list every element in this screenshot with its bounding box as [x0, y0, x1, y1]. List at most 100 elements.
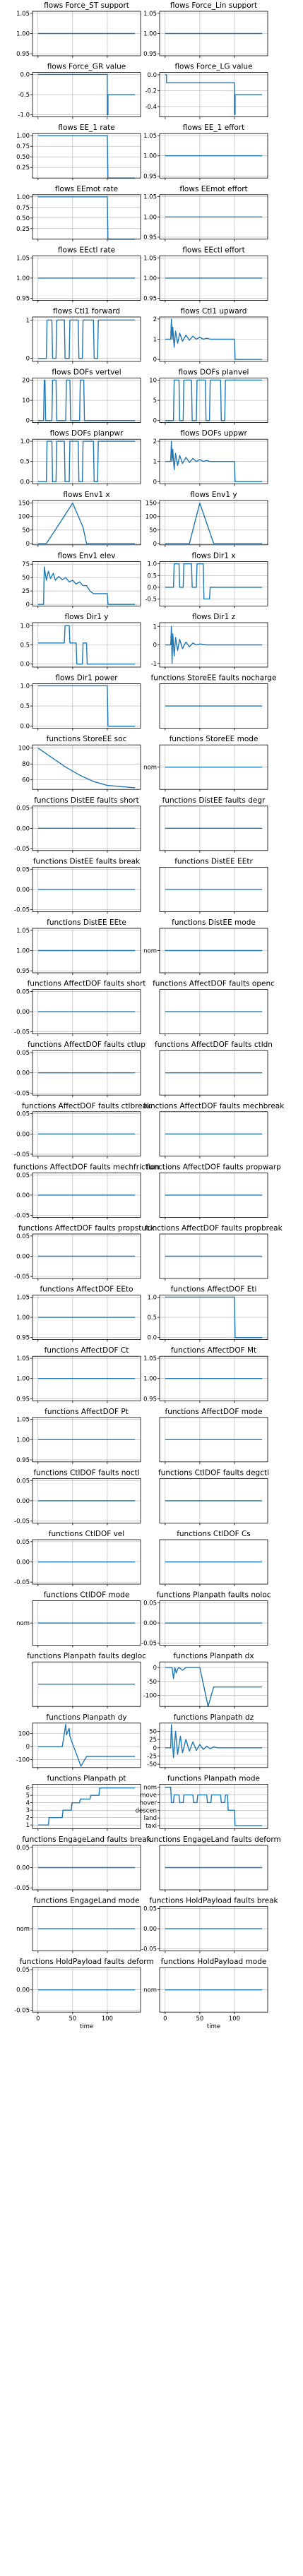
series-line [165, 74, 263, 115]
chart-panel: functions Planpath faults noloc -0.05 0.00… [141, 1591, 271, 1648]
y-tick-label: 0.00 [16, 1559, 30, 1566]
y-tick-label: 1.05 [16, 1294, 30, 1301]
y-tick-label: 1.00 [143, 1376, 157, 1383]
chart-title: functions AffectDOF Ct [44, 1346, 129, 1355]
y-tick-label: 0.0 [20, 479, 30, 486]
chart-panel: functions CtlDOF vel -0.05 0.00 0.05 [14, 1530, 141, 1586]
y-tick-label: 1.05 [16, 1417, 30, 1424]
y-tick-label: 0 [26, 541, 30, 548]
y-tick-label: 0 [26, 356, 30, 363]
chart-panel: functions Planpath dy -100 0 100 [16, 1713, 141, 1770]
axes-frame [159, 989, 268, 1034]
series-line [37, 1787, 136, 1826]
y-tick-label: 0.5 [20, 642, 30, 649]
chart-panel: functions AffectDOF mode [159, 1408, 268, 1464]
y-tick-label: 0.50 [16, 154, 30, 161]
y-tick-label: -0.05 [141, 1946, 157, 1953]
chart-title: functions DistEE EEtr [174, 857, 253, 865]
chart-title: flows Ctl1 forward [53, 307, 120, 316]
y-tick-label: 75 [22, 561, 30, 568]
chart-panel: functions AffectDOF faults short -0.05 0.0… [14, 980, 145, 1036]
chart-panel: functions EngageLand faults break -0.05 0.… [14, 1835, 152, 1892]
chart-panel: flows DOFs planpwr 0.0 0.5 1.0 [20, 429, 141, 486]
y-tick-label: 150 [145, 501, 157, 508]
x-tick-label: 100 [102, 2015, 113, 2023]
y-tick-label: 100 [145, 514, 157, 521]
y-tick-label: 0.0 [147, 585, 157, 592]
y-tick-label: -0.05 [14, 846, 30, 853]
chart-title: flows Dir1 x [192, 551, 236, 560]
chart-title: functions CtlDOF Cs [177, 1530, 251, 1538]
chart-title: functions Planpath pt [47, 1774, 126, 1783]
chart-title: functions AffectDOF Pt [44, 1408, 129, 1416]
chart-title: functions Planpath faults degloc [27, 1652, 146, 1660]
axes-frame [159, 1723, 268, 1768]
y-tick-label: -50 [147, 1761, 157, 1768]
chart-title: functions EngageLand mode [34, 1897, 140, 1905]
y-tick-label: 1.05 [143, 1355, 157, 1362]
y-tick-label: 0.95 [16, 51, 30, 58]
y-tick-label: -1 [151, 661, 157, 668]
chart-panel: functions CtlDOF Cs [159, 1530, 268, 1586]
y-tick-label: 0 [26, 1744, 30, 1751]
chart-panel: functions AffectDOF Ct 0.95 1.00 1.05 [16, 1346, 141, 1403]
y-tick-label: -0.05 [14, 1518, 30, 1526]
chart-title: functions AffectDOF faults ctldn [155, 1041, 273, 1049]
chart-title: functions HoldPayload mode [161, 1958, 267, 1966]
y-tick-label: 0.0 [20, 71, 30, 78]
series-line [165, 502, 263, 544]
chart-title: flows Env1 x [63, 491, 109, 499]
y-tick-label: 1 [26, 1822, 30, 1829]
y-tick-label: 1.00 [16, 275, 30, 282]
axes-frame [159, 1478, 268, 1523]
chart-title: flows DOFs planvel [179, 369, 249, 377]
chart-title: functions Planpath dy [46, 1713, 126, 1722]
chart-title: functions Planpath faults noloc [156, 1591, 271, 1600]
y-tick-label: 0 [153, 1665, 157, 1672]
chart-panel: functions Planpath mode taxilanddescenhov… [136, 1774, 268, 1831]
chart-title: functions AffectDOF faults openc [153, 980, 275, 988]
y-tick-label: 100 [18, 1731, 30, 1738]
y-tick-label: 0.95 [143, 51, 157, 58]
axes-frame [32, 1661, 141, 1707]
y-tick-label: 0.95 [16, 1396, 30, 1403]
chart-title: functions AffectDOF faults short [28, 980, 146, 988]
chart-panel: flows Env1 x 0 50 100 150 [18, 491, 141, 548]
chart-title: flows EEmot rate [55, 185, 118, 193]
chart-panel: functions AffectDOF Eti 0.0 0.5 1.0 [147, 1286, 268, 1342]
axes-frame [159, 1417, 268, 1463]
series-line [165, 563, 263, 600]
y-tick-label: 10 [22, 397, 30, 405]
chart-title: flows Env1 y [190, 491, 237, 499]
chart-title: functions Planpath dz [174, 1713, 254, 1722]
chart-panel: flows Force_LG value -0.4 -0.2 0.0 [145, 63, 268, 119]
chart-title: functions DistEE mode [172, 918, 256, 927]
chart-title: functions AffectDOF faults ctlup [28, 1041, 145, 1049]
axes-frame [159, 72, 268, 117]
y-tick-label: 0 [26, 418, 30, 425]
y-tick-label: 0.50 [16, 215, 30, 222]
y-tick-label: 0.00 [143, 1926, 157, 1933]
chart-panel: flows EE_1 rate 0.25 0.50 0.75 1.00 [16, 124, 141, 181]
chart-panel: flows DOFs vertvel 0 10 20 [22, 369, 141, 425]
y-tick-label: 100 [18, 745, 30, 753]
axes-frame [32, 500, 141, 546]
y-tick-label: 0.05 [16, 988, 30, 995]
chart-title: functions StoreEE mode [170, 735, 259, 743]
chart-panel: flows Dir1 y 0.0 0.5 1.0 [20, 613, 141, 669]
y-tick-label: 0 [153, 418, 157, 425]
y-tick-label: 1.0 [20, 683, 30, 690]
chart-title: functions CtlDOF faults degctl [158, 1468, 269, 1477]
y-tick-label: 60 [22, 777, 30, 784]
y-tick-label: 0.5 [20, 703, 30, 710]
chart-panel: functions AffectDOF faults propstuck -0.0… [14, 1224, 155, 1281]
y-tick-label: 0.05 [16, 1233, 30, 1240]
chart-title: flows DOFs vertvel [52, 369, 121, 377]
chart-panel: flows Env1 elev 0 25 50 75 [22, 551, 141, 609]
axes-frame [159, 1233, 268, 1279]
y-tick-label: 1 [26, 317, 30, 324]
chart-title: functions AffectDOF faults propwarp [146, 1163, 281, 1171]
